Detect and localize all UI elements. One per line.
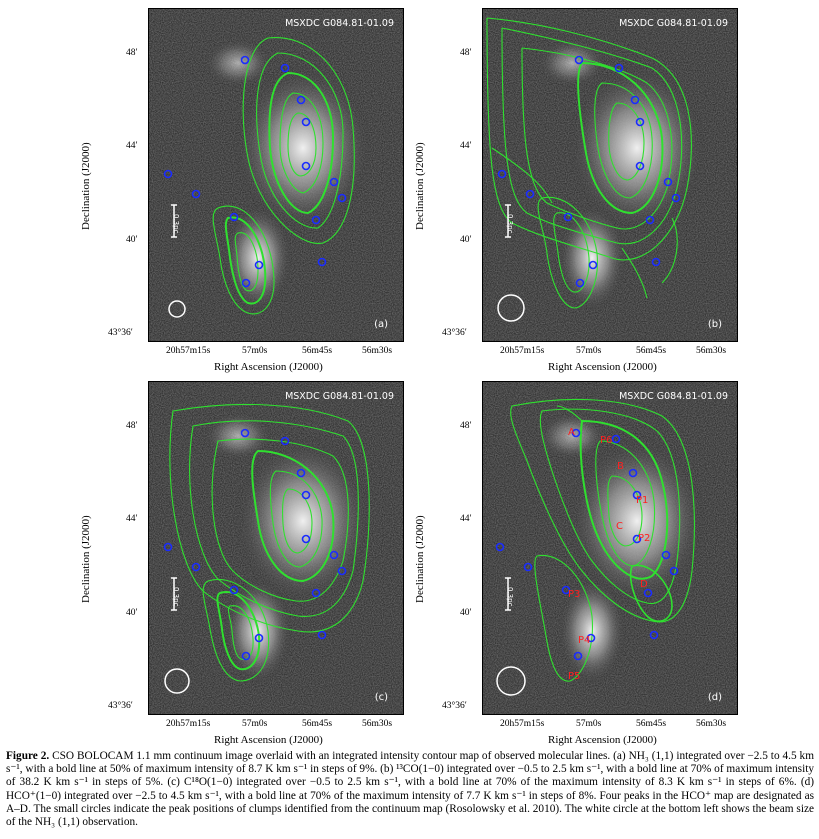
panel-title: MSXDC G084.81-01.09 [619,18,728,29]
y-tick: 43°36′ [108,701,133,711]
panel-label: (c) [374,692,388,703]
x-tick: 56m45s [636,346,667,356]
panel-title: MSXDC G084.81-01.09 [285,18,394,29]
x-tick: 57m0s [576,719,602,729]
caption-text: CSO BOLOCAM 1.1 mm continuum image overl… [6,750,814,829]
y-tick: 48′ [126,48,138,58]
peak-label: A [568,427,575,438]
beam-circle [496,666,526,696]
x-tick: 57m0s [242,346,268,356]
y-tick: 40′ [460,608,472,618]
peak-label: P3 [568,589,580,600]
y-tick: 44′ [460,514,472,524]
peak-label: P1 [636,495,648,506]
peak-label: C [616,521,623,532]
y-tick: 40′ [460,235,472,245]
y-tick: 48′ [460,48,472,58]
y-axis-label: Declination (J2000) [414,515,426,603]
peak-label: D [640,579,648,590]
panel-c-image [148,381,404,715]
figure-caption: Figure 2. CSO BOLOCAM 1.1 mm continuum i… [6,750,814,829]
x-tick: 20h57m15s [500,346,545,356]
y-tick: 44′ [126,514,138,524]
y-tick: 48′ [460,421,472,431]
panel-title: MSXDC G084.81-01.09 [285,391,394,402]
x-axis-label: Right Ascension (J2000) [548,361,657,373]
caption-prefix: Figure 2. [6,750,50,762]
x-tick: 56m45s [302,346,333,356]
x-tick: 56m30s [362,346,393,356]
scalebar-label: 0.3pc [172,587,180,607]
x-tick: 57m0s [242,719,268,729]
panel-a: MSXDC G084.81-01.09 (a) 0.3pc [148,8,404,342]
y-tick: 43°36′ [108,328,133,338]
x-tick: 56m30s [696,719,727,729]
panel-d: A P6 B P1 C P2 D P3 P4 P5 MSXDC G084.81-… [482,381,738,715]
x-tick: 57m0s [576,346,602,356]
x-tick: 56m30s [362,719,393,729]
panel-a-image [148,8,404,342]
x-tick: 20h57m15s [500,719,545,729]
y-tick: 40′ [126,608,138,618]
panel-label: (d) [707,692,722,703]
x-axis-label: Right Ascension (J2000) [214,734,323,746]
x-axis-label: Right Ascension (J2000) [548,734,657,746]
peak-label: P2 [638,533,650,544]
x-tick: 56m30s [696,346,727,356]
panel-label: (b) [707,319,722,330]
x-tick: 56m45s [636,719,667,729]
y-tick: 44′ [460,141,472,151]
panel-b: MSXDC G084.81-01.09 (b) 0.3pc [482,8,738,342]
x-axis-label: Right Ascension (J2000) [214,361,323,373]
panel-d-image: A P6 B P1 C P2 D P3 P4 P5 [482,381,738,715]
y-axis-label: Declination (J2000) [414,142,426,230]
beam-circle [168,300,186,318]
scalebar-label: 0.3pc [506,587,514,607]
scalebar-label: 0.3pc [172,214,180,234]
x-tick: 20h57m15s [166,719,211,729]
panel-c: MSXDC G084.81-01.09 (c) 0.3pc [148,381,404,715]
y-tick: 43°36′ [442,328,467,338]
peak-label: B [617,461,624,472]
hco-peak-labels: A P6 B P1 C P2 D P3 P4 P5 [568,427,650,682]
peak-label: P4 [578,635,590,646]
y-tick: 48′ [126,421,138,431]
x-tick: 56m45s [302,719,333,729]
x-tick: 20h57m15s [166,346,211,356]
y-axis-label: Declination (J2000) [80,142,92,230]
y-tick: 44′ [126,141,138,151]
beam-circle [164,668,190,694]
peak-label: P5 [568,671,580,682]
panel-label: (a) [374,319,388,330]
y-axis-label: Declination (J2000) [80,515,92,603]
beam-circle [497,294,525,322]
panel-title: MSXDC G084.81-01.09 [619,391,728,402]
y-tick: 43°36′ [442,701,467,711]
peak-label: P6 [600,435,612,446]
scalebar-label: 0.3pc [506,214,514,234]
y-tick: 40′ [126,235,138,245]
panel-b-image [482,8,738,342]
